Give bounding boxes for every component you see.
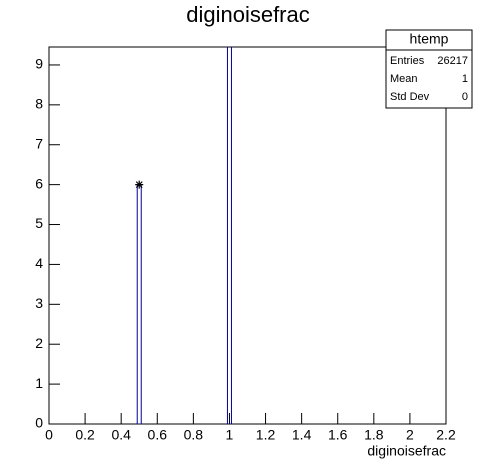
stats-label: Mean <box>390 73 418 85</box>
y-tick-label: 2 <box>35 335 43 351</box>
y-tick-label: 5 <box>35 215 43 231</box>
y-tick-label: 1 <box>35 375 43 391</box>
x-tick-label: 1 <box>226 427 234 443</box>
chart-title: diginoisefrac <box>186 2 310 27</box>
stats-value: 0 <box>462 91 468 103</box>
y-tick-label: 0 <box>35 415 43 431</box>
x-tick-label: 2 <box>406 427 414 443</box>
x-tick-label: 1.6 <box>328 427 348 443</box>
stats-value: 1 <box>462 73 468 85</box>
stats-value: 26217 <box>437 55 468 67</box>
x-tick-label: 0.2 <box>75 427 95 443</box>
stats-label: Std Dev <box>390 91 430 103</box>
x-tick-label: 0.6 <box>148 427 168 443</box>
stats-label: Entries <box>390 55 425 67</box>
stats-box: htemp Entries 26217 Mean 1 Std Dev 0 <box>385 29 473 109</box>
y-tick-label: 6 <box>35 175 43 191</box>
x-tick-label: 0.8 <box>184 427 204 443</box>
x-tick-label: 2.2 <box>436 427 456 443</box>
stats-frame <box>385 29 473 109</box>
y-tick-label: 4 <box>35 255 43 271</box>
y-tick-label: 3 <box>35 295 43 311</box>
x-tick-label: 0.4 <box>111 427 131 443</box>
frame <box>48 46 447 425</box>
x-axis-label: diginoisefrac <box>367 443 446 459</box>
x-tick-label: 1.8 <box>364 427 384 443</box>
y-tick-label: 9 <box>35 56 43 72</box>
y-tick-label: 7 <box>35 135 43 151</box>
x-tick-label: 1.4 <box>292 427 312 443</box>
marker <box>135 180 144 189</box>
stats-title: htemp <box>410 31 449 47</box>
x-tick-label: 1.2 <box>256 427 276 443</box>
y-tick-label: 8 <box>35 96 43 112</box>
x-tick-label: 0 <box>45 427 53 443</box>
